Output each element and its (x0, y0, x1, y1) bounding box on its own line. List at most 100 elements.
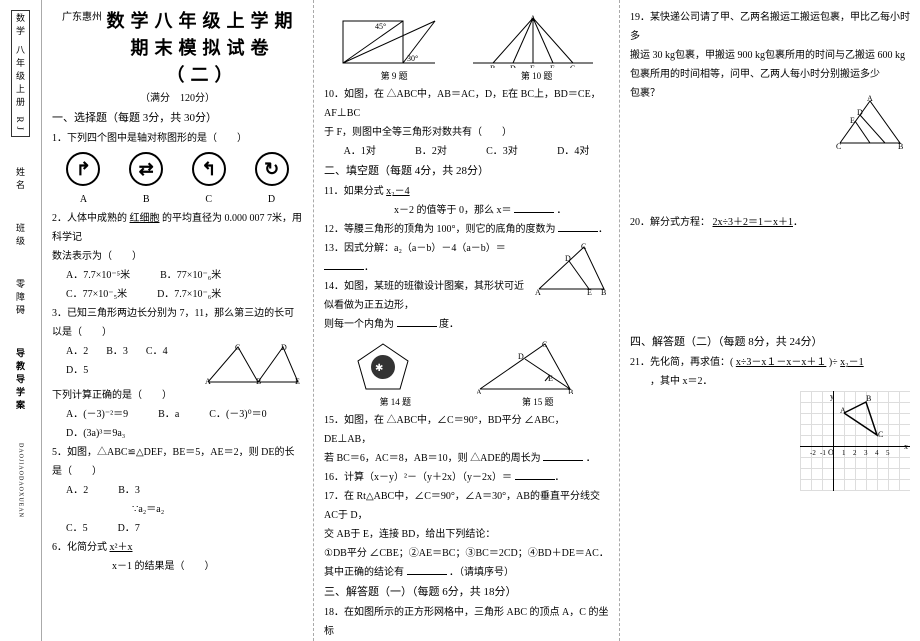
q16-text: 16．计算（x－y）²－（y＋2x）（y－2x）＝ (324, 472, 512, 483)
fig-13-triangle: A C E B D (529, 239, 609, 299)
q21-l3: ，其中 x＝2． (630, 372, 910, 391)
q13-text: 13．因式分解：a₂（a－b）－4（a－b）＝ (324, 243, 506, 254)
column-3: 19．某快递公司请了甲、乙两名搬运工搬运包裹，甲比乙每小时多 搬运 30 kg包… (620, 0, 920, 641)
arrow-up-left-icon: ↰ (192, 152, 226, 186)
q11-l1: 11．如果分式 (324, 186, 384, 197)
q10-l1: 10．如图，在 △ABC中，AB＝AC，D，E在 BC上，BD＝CE，AF⊥BC (324, 85, 609, 123)
q6: 6．化简分式 x²＋x (52, 538, 303, 557)
q14-l1: 14．如图，某班的班徽设计图案，其形状可近似看做为正五边形， (324, 277, 529, 315)
q21: 21．先化简，再求值：( x÷3－x１－x－x＋１ )÷ x₂－1 (630, 353, 910, 372)
q6-t2: x－1 的结果是（ ） (52, 557, 303, 576)
svg-text:A: A (840, 406, 846, 415)
section-3-heading: 三、解答题（一）（每题 6分，共 18分） (324, 582, 609, 603)
title-line1: 数学八年级上学期 (102, 8, 303, 35)
svg-text:x: x (904, 442, 908, 451)
q20: 20．解分式方程： 2x÷3＋2＝1－x＋1． (630, 213, 910, 232)
q10-l2: 于 F，则图中全等三角形对数共有（ ） (324, 123, 609, 142)
svg-text:1: 1 (842, 449, 846, 457)
q19-l3: 包裹所用的时间相等，问甲、乙两人每小时分别搬运多少 (630, 65, 910, 84)
fig14-label: 第 14 题 (379, 394, 411, 411)
q6-t3: 的结果是（ ） (135, 561, 215, 572)
section-2-heading: 二、填空题（每题 4分，共 28分） (324, 161, 609, 182)
q18-text: 18．在如图所示的正方形网格中，三角形 ABC 的顶点 A，C 的坐标 (324, 603, 609, 641)
svg-text:A: A (867, 94, 873, 103)
title-line2: 期末模拟试卷（二） (102, 35, 303, 89)
q11-l2: x－2 (394, 205, 414, 216)
q4-d: D．(3a)³＝9a₃ (66, 424, 125, 443)
q2: 2．人体中成熟的 红细胞 的平均直径为 0.000 007 7米，用科学记 (52, 209, 303, 247)
q6-den: x－1 (112, 561, 132, 572)
brand-pinyin: DAOJIAODAOXUEAN (18, 443, 24, 518)
svg-text:y: y (830, 392, 834, 401)
q20-eq: 2x÷3＋2＝1－x＋1 (713, 217, 794, 228)
q11-dot: ． (557, 205, 567, 216)
svg-text:C: C (542, 340, 547, 349)
q13: 13．因式分解：a₂（a－b）－4（a－b）＝ ． (324, 239, 529, 277)
q3-b: B．3 (106, 342, 128, 361)
q13-blank (324, 259, 364, 270)
column-2: 45° 30° A B D F E C 第 9 题 第 10 题 10．如图，在… (314, 0, 620, 641)
q20-text: 20．解分式方程： (630, 217, 710, 228)
section-4-heading: 四、解答题（二）（每题 8分，共 24分） (630, 332, 910, 353)
svg-text:A: A (535, 288, 541, 297)
svg-text:D: D (510, 64, 516, 68)
svg-text:E: E (548, 374, 553, 383)
brand-title: 导教导学案 (14, 348, 27, 413)
q14-l3: 度． (439, 319, 459, 330)
q11-l3: 的值等于 0，那么 x＝ (417, 205, 512, 216)
q1-text: 1．下列四个图中是轴对称图形的是（ ） (52, 129, 303, 148)
q19-l1: 19．某快递公司请了甲、乙两名搬运工搬运包裹，甲比乙每小时多 (630, 8, 910, 46)
q21-e2: x₂－1 (840, 357, 864, 368)
content-columns: 广东惠州 数学八年级上学期 期末模拟试卷（二） （满分 120分） 一、选择题（… (42, 0, 920, 641)
svg-text:A: A (205, 377, 211, 386)
q14-blank (397, 316, 437, 327)
svg-text:-1: -1 (820, 449, 826, 457)
q5-text: 5．如图，△ABC≌△DEF，BE＝5，AE＝2，则 DE的长是（ ） (52, 443, 303, 481)
q15-blank (543, 450, 583, 461)
svg-text:B: B (490, 64, 495, 68)
triangle-fig-q3: A B C D E (203, 342, 303, 386)
svg-text:4: 4 (875, 449, 879, 457)
svg-text:B: B (568, 388, 573, 394)
q15-dot: ． (586, 453, 596, 464)
svg-text:A: A (530, 14, 536, 23)
section-1-heading: 一、选择题（每题 3分，共 30分） (52, 108, 303, 129)
q21-l2: )÷ (829, 357, 838, 368)
q5-b: B．3 (118, 481, 140, 500)
recycle-icon: ↻ (255, 152, 289, 186)
fig-row-14-15: ✱ A C D E B (324, 334, 609, 394)
fig-14-pentagon: ✱ (353, 339, 413, 394)
q6-frac: x²＋x (110, 542, 133, 553)
q12-blank (558, 221, 598, 232)
svg-text:C: C (836, 142, 841, 151)
q3-d: D．5 (66, 361, 88, 380)
grid-triangle: A B C O x y -1-2 12 34 5 (800, 391, 910, 491)
q21-e1: x÷3－x１－x－x＋１ (736, 357, 827, 368)
fig9-label: 第 9 题 (381, 68, 408, 85)
q14-row2: 则每一个内角为 度． (324, 315, 529, 334)
location: 广东惠州 (52, 8, 102, 27)
q17-row4: 其中正确的结论有 ．（请填序号） (324, 563, 609, 582)
fig-15-svg: A C D E B (470, 339, 580, 394)
svg-text:45°: 45° (375, 22, 386, 31)
svg-text:E: E (850, 116, 855, 125)
book-tag: 数学 八年级上册 RJ (11, 10, 30, 137)
svg-text:2: 2 (853, 449, 857, 457)
arrow-bidir-icon: ⇄ (129, 152, 163, 186)
q2-a: A．7.7×10⁻⁵米 (66, 266, 130, 285)
arrow-up-right-icon: ↱ (66, 152, 100, 186)
q5-d: D．7 (118, 519, 140, 538)
svg-text:-2: -2 (810, 449, 816, 457)
q4-b: B．a (158, 405, 179, 424)
fig-19-triangle: A C D E B (830, 93, 910, 153)
q6-t1: 6．化简分式 (52, 542, 107, 553)
q10-a: A．1对 (344, 142, 376, 161)
q11-row2: x－2 的值等于 0，那么 x＝ ． (324, 201, 609, 220)
svg-text:A: A (476, 388, 482, 394)
coordinate-grid: A B C O x y -1-2 12 34 5 (800, 391, 910, 491)
q2-t3: 数法表示为（ ） (52, 247, 303, 266)
q17-l5: ．（请填序号） (449, 567, 514, 578)
svg-text:B: B (256, 377, 261, 386)
svg-text:C: C (581, 242, 586, 251)
q12: 12．等腰三角形的顶角为 100°，则它的底角的度数为 ． (324, 220, 609, 239)
